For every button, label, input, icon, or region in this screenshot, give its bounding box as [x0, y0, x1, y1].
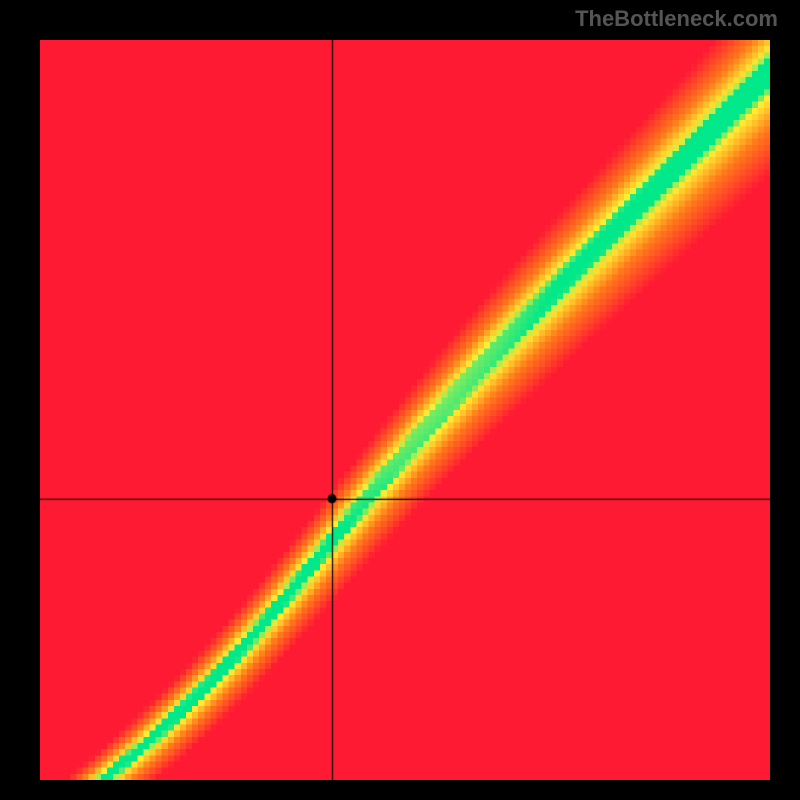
- watermark-text: TheBottleneck.com: [575, 6, 778, 32]
- chart-container: { "canvas": { "width": 800, "height": 80…: [0, 0, 800, 800]
- heatmap-canvas: [40, 40, 770, 780]
